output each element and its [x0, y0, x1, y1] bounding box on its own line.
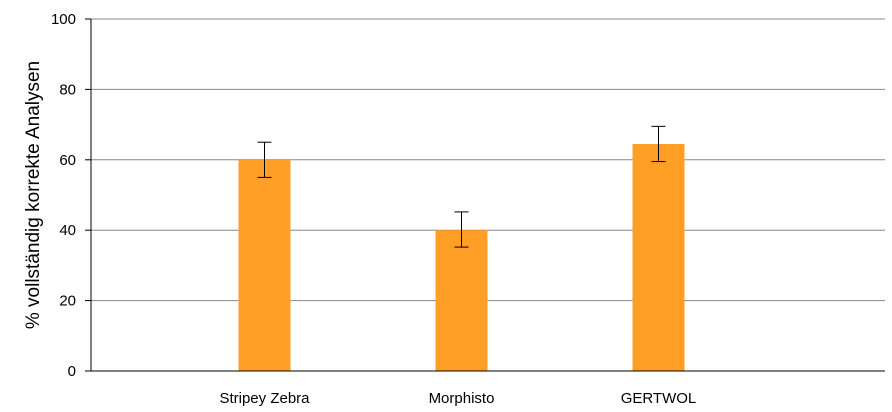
- y-tick-label-40: 40: [59, 222, 76, 239]
- y-tick-label-20: 20: [59, 293, 76, 310]
- bar-stripey-zebra: [238, 159, 291, 371]
- y-tick-labels: 0 20 40 60 80 100: [51, 11, 91, 380]
- axes: [90, 19, 885, 372]
- bars: [238, 143, 685, 371]
- error-bars: [257, 125, 666, 248]
- error-bar-morphisto: [454, 211, 469, 248]
- gridlines: [91, 18, 885, 302]
- error-bar-gertwol: [651, 125, 666, 163]
- error-bar-stripey-zebra: [257, 141, 272, 178]
- x-tick-labels: Stripey Zebra Morphisto GERTWOL: [219, 390, 696, 407]
- x-tick-label-gertwol: GERTWOL: [621, 390, 697, 407]
- y-axis-title: % vollständig korrekte Analysen: [23, 61, 44, 329]
- x-tick-label-stripey-zebra: Stripey Zebra: [219, 390, 310, 407]
- x-tick-label-morphisto: Morphisto: [429, 390, 495, 407]
- y-tick-label-60: 60: [59, 152, 76, 169]
- bar-gertwol: [632, 143, 685, 371]
- y-tick-label-0: 0: [68, 363, 76, 380]
- y-tick-label-80: 80: [59, 81, 76, 98]
- y-tick-label-100: 100: [51, 11, 76, 28]
- bar-morphisto: [435, 230, 488, 371]
